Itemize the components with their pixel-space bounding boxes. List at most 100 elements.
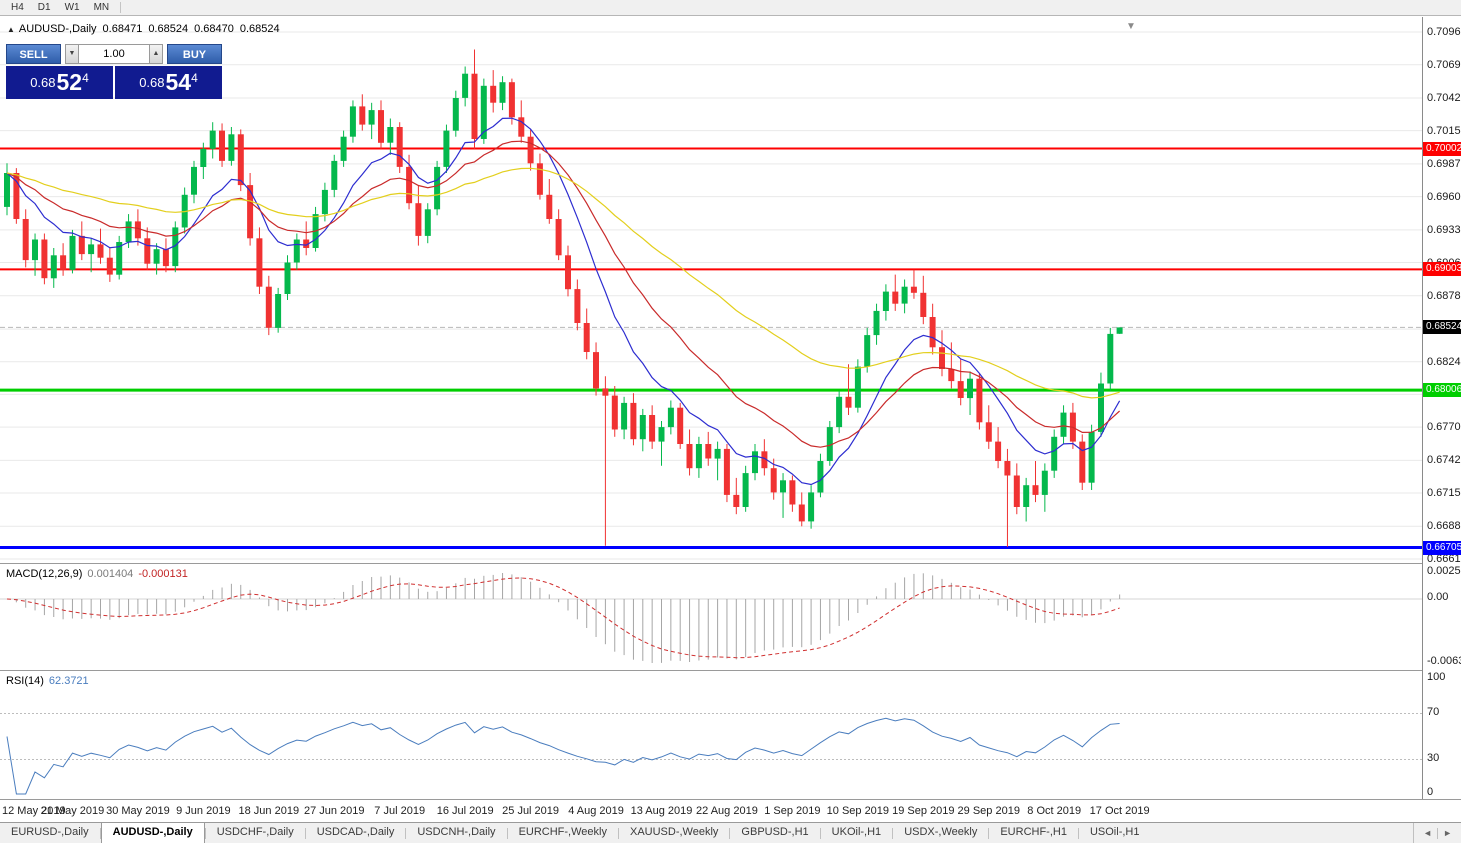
period-button-mn[interactable]: MN	[93, 2, 110, 13]
date-label: 4 Aug 2019	[568, 805, 624, 817]
volume-increase-icon[interactable]: ▲	[149, 44, 163, 64]
macd-name: MACD(12,26,9)	[6, 568, 83, 580]
period-button-w1[interactable]: W1	[64, 2, 80, 13]
chart-tab-usoil-h1[interactable]: USOil-,H1	[1089, 826, 1140, 838]
chart-tab-xauusd-weekly[interactable]: XAUUSD-,Weekly	[629, 826, 719, 838]
tab-separator	[99, 827, 101, 839]
level-price-tag: 0.66705	[1423, 540, 1461, 555]
tab-scroll-left-icon[interactable]: ◄	[1423, 828, 1433, 838]
tab-separator	[304, 827, 306, 839]
ohlc-close: 0.68524	[239, 23, 280, 35]
chart-tab-eurchf-weekly[interactable]: EURCHF-,Weekly	[518, 826, 607, 838]
buy-price-pips: 54	[165, 69, 192, 95]
chart-window[interactable]: ▲ AUDUSD-,Daily 0.68471 0.68524 0.68470 0.685…	[0, 17, 1461, 822]
macd-panel[interactable]: MACD(12,26,9) 0.001404 -0.000131	[0, 563, 1422, 670]
date-label: 12 May 2019	[2, 805, 66, 817]
date-label: 19 Sep 2019	[892, 805, 955, 817]
candlestick-canvas[interactable]	[0, 17, 1422, 563]
tab-separator	[1077, 827, 1079, 839]
price-tick: 0.68785	[1427, 289, 1461, 302]
fast-ma	[6, 117, 1121, 486]
chart-tab-usdchf-daily[interactable]: USDCHF-,Daily	[216, 826, 294, 838]
rsi-value: 62.3721	[48, 675, 89, 687]
buy-price-display[interactable]: 0.68 54 4	[115, 66, 222, 99]
level-price-tag: 0.68006	[1423, 383, 1461, 398]
tab-separator	[506, 827, 508, 839]
window-collapse-icon[interactable]: ▲	[7, 25, 15, 34]
chart-shift-marker-icon[interactable]: ▼	[1126, 21, 1136, 32]
slow-ma	[6, 167, 1120, 399]
price-tick: 0.70965	[1427, 26, 1461, 38]
price-tick: 0.70695	[1427, 58, 1461, 71]
rsi-indicator-label: RSI(14) 62.3721	[6, 675, 94, 687]
period-button-d1[interactable]: D1	[37, 2, 51, 13]
buy-button[interactable]: BUY	[167, 44, 222, 64]
current-price-tag: 0.68524	[1423, 320, 1461, 335]
date-label: 21 May 2019	[40, 805, 105, 817]
date-label: 18 Jun 2019	[238, 805, 300, 817]
macd-axis-label: 0.002574	[1427, 565, 1461, 577]
toolbar-separator	[120, 2, 122, 13]
chart-tab-usdcnh-daily[interactable]: USDCNH-,Daily	[417, 826, 496, 838]
period-button-h4[interactable]: H4	[11, 2, 24, 13]
macd-canvas	[0, 573, 1422, 663]
buy-price-prefix: 0.68	[139, 75, 165, 90]
date-label: 13 Aug 2019	[630, 805, 693, 817]
chart-tab-usdcad-daily[interactable]: USDCAD-,Daily	[316, 826, 395, 838]
volume-input[interactable]	[79, 44, 149, 64]
level-price-tag: 0.70002	[1423, 141, 1461, 156]
tab-scroll-controls: ◄ ►	[1413, 823, 1461, 843]
rsi-canvas	[0, 713, 1422, 795]
rsi-axis-label: 70	[1427, 705, 1440, 718]
tab-separator	[617, 827, 619, 839]
rsi-panel[interactable]: RSI(14) 62.3721	[0, 670, 1422, 799]
macd-axis-label: -0.006326	[1427, 655, 1461, 667]
date-label: 30 May 2019	[106, 805, 170, 817]
price-tick: 0.69875	[1427, 157, 1461, 170]
timeframe-toolbar: H4 D1 W1 MN	[0, 0, 1461, 16]
rsi-axis-label: 30	[1427, 751, 1440, 764]
chart-tab-usdx-weekly[interactable]: USDX-,Weekly	[904, 826, 978, 838]
date-label: 25 Jul 2019	[502, 805, 560, 817]
price-tick: 0.69605	[1427, 190, 1461, 203]
sell-price-pips: 52	[56, 69, 83, 95]
chart-tab-gbpusd-h1[interactable]: GBPUSD-,H1	[741, 826, 809, 838]
time-axis[interactable]: 12 May 2019 21 May 2019 30 May 2019 9 Jun 2…	[0, 799, 1461, 823]
tab-scroll-separator	[1437, 827, 1439, 839]
chart-tabs-bar: EURUSD-,Daily AUDUSD-,Daily USDCHF-,Daily U…	[0, 822, 1461, 843]
date-label: 27 Jun 2019	[303, 805, 365, 817]
price-chart-panel[interactable]: ▲ AUDUSD-,Daily 0.68471 0.68524 0.68470 0.685…	[0, 17, 1422, 563]
chart-tab-ukoil-h1[interactable]: UKOil-,H1	[831, 826, 882, 838]
buy-price-point: 4	[191, 70, 198, 85]
date-label: 8 Oct 2019	[1027, 805, 1082, 817]
date-label: 10 Sep 2019	[826, 805, 890, 817]
chart-tab-audusd-daily[interactable]: AUDUSD-,Daily	[100, 823, 205, 843]
date-label: 17 Oct 2019	[1089, 805, 1150, 817]
macd-main-value: 0.001404	[87, 568, 134, 580]
ohlc-open: 0.68471	[102, 23, 143, 35]
volume-decrease-icon[interactable]: ▼	[65, 44, 79, 64]
sell-button[interactable]: SELL	[6, 44, 61, 64]
tab-scroll-right-icon[interactable]: ►	[1443, 828, 1452, 838]
tab-separator	[892, 827, 894, 839]
tab-separator	[819, 827, 821, 839]
date-label: 22 Aug 2019	[696, 805, 758, 817]
chart-tab-eurusd-daily[interactable]: EURUSD-,Daily	[11, 826, 89, 838]
tab-separator	[729, 827, 731, 839]
tab-separator	[405, 827, 407, 839]
macd-indicator-label: MACD(12,26,9) 0.001404 -0.000131	[6, 568, 193, 580]
rsi-name: RSI(14)	[6, 675, 44, 687]
level-price-tag: 0.69003	[1423, 262, 1461, 277]
macd-axis-label: 0.00	[1427, 591, 1449, 604]
chart-tabs: EURUSD-,Daily AUDUSD-,Daily USDCHF-,Daily U…	[0, 823, 1150, 843]
rsi-axis-label: 0	[1427, 786, 1434, 798]
tab-separator	[204, 827, 206, 839]
chart-tab-eurchf-h1[interactable]: EURCHF-,H1	[1000, 826, 1067, 838]
sell-price-display[interactable]: 0.68 52 4	[6, 66, 113, 99]
